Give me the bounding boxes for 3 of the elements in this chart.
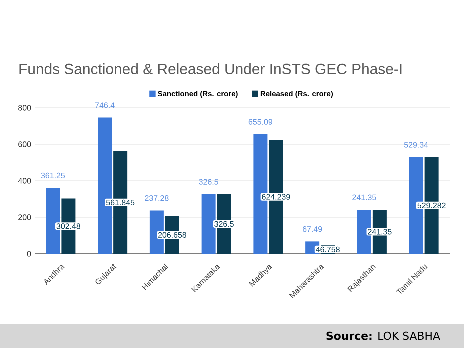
chart-title: Funds Sanctioned & Released Under InSTS GEC Phase-I: [20, 64, 402, 74]
text: Source: LOK SABHA: [326, 332, 440, 340]
bar: [202, 194, 216, 254]
